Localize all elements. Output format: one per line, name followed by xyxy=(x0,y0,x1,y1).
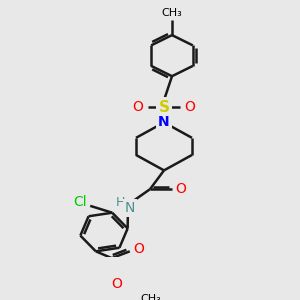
Text: O: O xyxy=(184,100,195,114)
Text: CH₃: CH₃ xyxy=(162,8,182,18)
Text: N: N xyxy=(125,201,135,215)
Text: N: N xyxy=(158,116,170,129)
Text: O: O xyxy=(176,182,186,196)
Text: O: O xyxy=(111,277,122,291)
Text: O: O xyxy=(133,100,143,114)
Text: CH₃: CH₃ xyxy=(141,294,161,300)
Text: S: S xyxy=(158,100,169,115)
Text: H: H xyxy=(115,196,125,209)
Text: Cl: Cl xyxy=(74,195,87,209)
Text: O: O xyxy=(134,242,144,256)
